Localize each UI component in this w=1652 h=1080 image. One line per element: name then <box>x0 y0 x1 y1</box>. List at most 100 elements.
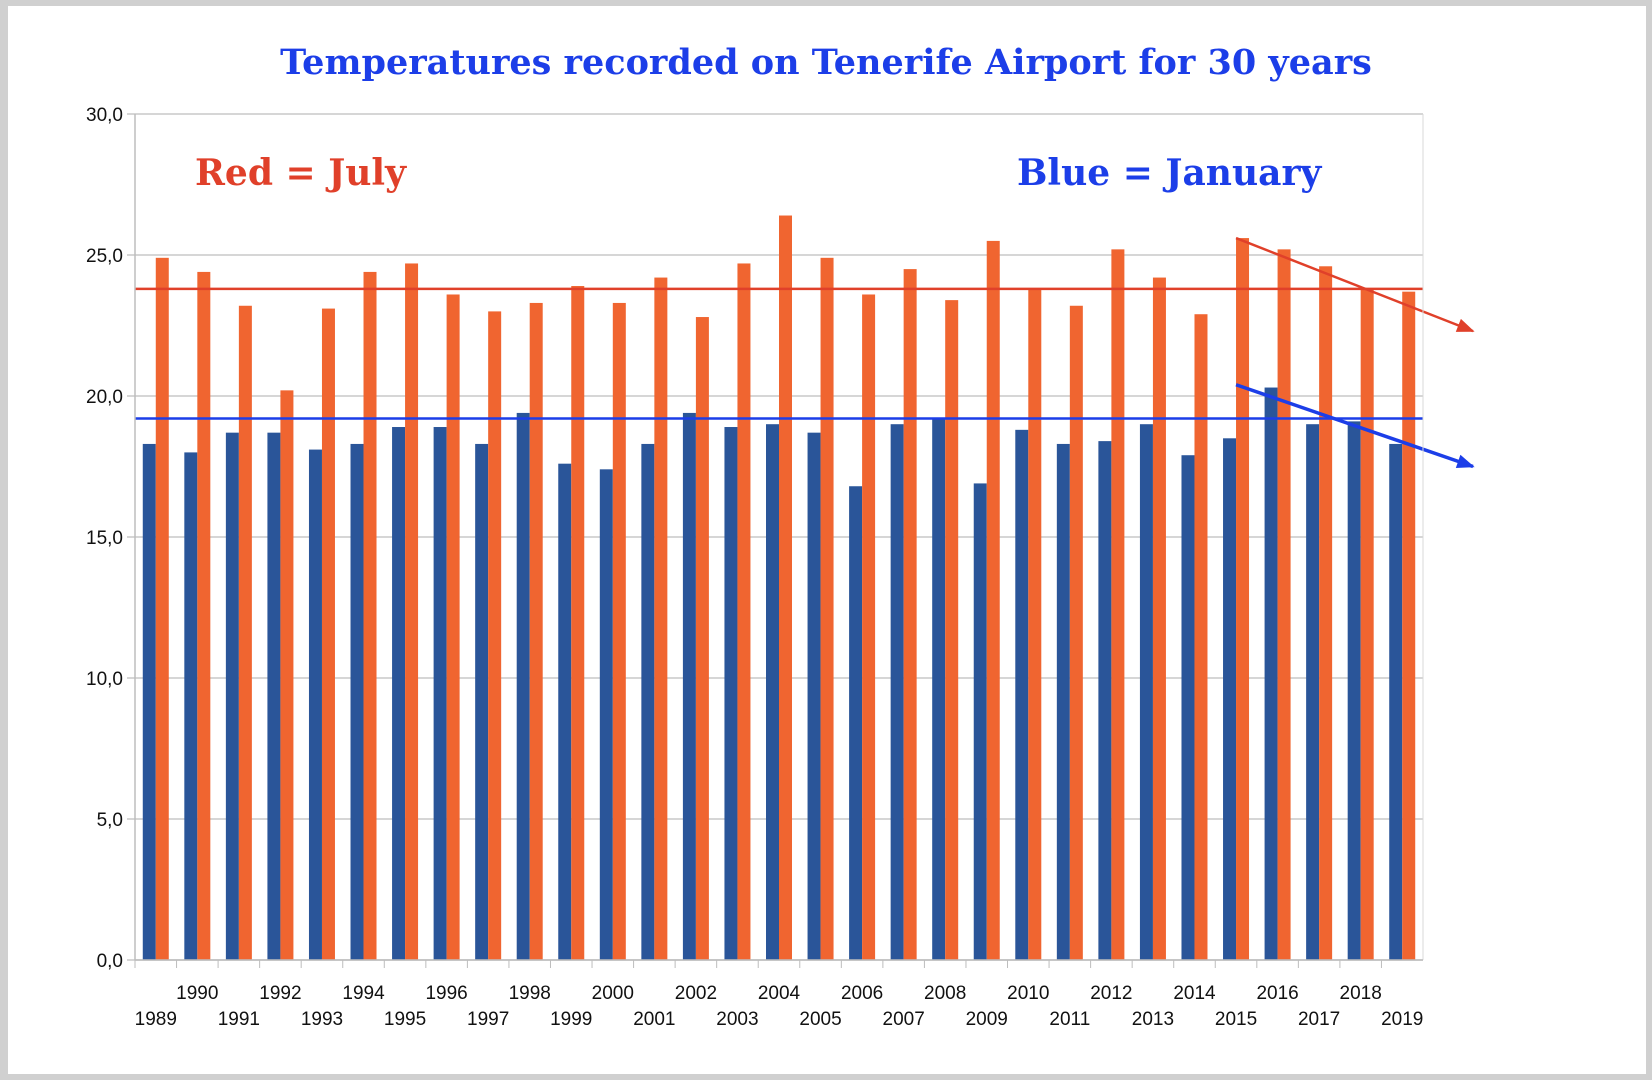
x-tick-label: 1989 <box>135 1009 177 1030</box>
y-tick-label: 30,0 <box>86 105 123 126</box>
bar-january-2013 <box>1139 424 1153 960</box>
x-tick-label: 1991 <box>218 1009 260 1030</box>
bar-july-2007 <box>903 269 917 961</box>
bar-january-2005 <box>807 432 821 960</box>
bar-january-2008 <box>932 418 946 960</box>
bar-january-1992 <box>267 432 281 960</box>
x-tick-label: 2013 <box>1132 1009 1174 1030</box>
x-tick-label: 2008 <box>924 983 966 1004</box>
x-tick-label: 2001 <box>633 1009 675 1030</box>
bar-january-1991 <box>225 432 239 960</box>
bar-january-1993 <box>308 449 322 960</box>
x-tick-label: 2006 <box>841 983 883 1004</box>
bar-january-1998 <box>516 412 530 960</box>
bar-july-2005 <box>820 257 834 960</box>
x-tick-label: 1994 <box>342 983 385 1004</box>
y-tick-label: 5,0 <box>97 810 123 831</box>
x-tick-label: 1996 <box>425 983 467 1004</box>
bar-july-1999 <box>571 286 585 960</box>
bar-january-2006 <box>849 486 863 960</box>
bars <box>142 215 1416 961</box>
x-tick-label: 2012 <box>1090 983 1132 1004</box>
x-tick-label: 2010 <box>1007 983 1049 1004</box>
bar-january-1997 <box>475 443 489 960</box>
y-tick-label: 10,0 <box>86 669 123 690</box>
bar-january-2017 <box>1306 424 1320 960</box>
bar-july-2013 <box>1152 277 1166 960</box>
x-tick-label: 2014 <box>1173 983 1216 1004</box>
x-tick-label: 1998 <box>509 983 551 1004</box>
bar-july-2000 <box>612 302 626 960</box>
x-tick-label: 2005 <box>799 1009 841 1030</box>
bar-july-1994 <box>363 271 377 960</box>
trend-arrow-july <box>1235 236 1475 333</box>
bar-january-2015 <box>1223 438 1237 960</box>
y-tick-label: 20,0 <box>86 387 123 408</box>
x-tick-label: 2011 <box>1049 1009 1090 1030</box>
bar-january-2014 <box>1181 455 1195 960</box>
bar-july-1990 <box>197 271 211 960</box>
bar-january-1996 <box>433 427 447 960</box>
bar-january-2011 <box>1056 443 1070 960</box>
x-tick-label: 2000 <box>592 983 634 1004</box>
bar-january-2016 <box>1264 387 1278 960</box>
x-tick-label: 2007 <box>883 1009 925 1030</box>
x-tick-label: 2015 <box>1215 1009 1257 1030</box>
mean-lines <box>135 236 1475 469</box>
bar-july-1989 <box>155 257 169 960</box>
bar-july-2008 <box>945 300 959 960</box>
x-tick-label: 2018 <box>1340 983 1382 1004</box>
x-tick-label: 1999 <box>550 1009 592 1030</box>
bar-july-2016 <box>1277 249 1291 961</box>
bar-july-1991 <box>238 305 252 960</box>
y-tick-label: 25,0 <box>86 246 123 267</box>
x-tick-label: 2017 <box>1298 1009 1340 1030</box>
y-tick-label: 15,0 <box>86 528 123 549</box>
bar-july-1995 <box>405 263 419 961</box>
bar-january-2004 <box>766 424 779 960</box>
x-tick-label: 2009 <box>966 1009 1008 1030</box>
bar-january-2002 <box>682 412 696 960</box>
bar-january-2007 <box>890 424 904 960</box>
x-tick-label: 1995 <box>384 1009 426 1030</box>
chart-title: Temperatures recorded on Tenerife Airpor… <box>280 42 1372 83</box>
bar-january-2012 <box>1098 441 1112 960</box>
bar-january-2000 <box>599 469 613 960</box>
bar-july-2001 <box>654 277 668 960</box>
bar-july-2017 <box>1319 266 1333 960</box>
x-tick-label: 1990 <box>176 983 218 1004</box>
bar-january-2010 <box>1015 429 1029 961</box>
x-tick-label: 2019 <box>1381 1009 1423 1030</box>
x-tick-label: 2004 <box>758 983 801 1004</box>
bar-july-1992 <box>280 390 294 960</box>
bar-january-1990 <box>184 452 198 960</box>
x-tick-label: 1993 <box>301 1009 343 1030</box>
legend-july: Red = July <box>195 152 407 194</box>
x-tick-label: 1992 <box>259 983 301 1004</box>
x-tick-label: 2003 <box>716 1009 758 1030</box>
bar-january-2018 <box>1347 421 1361 960</box>
x-tick-label: 2002 <box>675 983 717 1004</box>
bar-january-1994 <box>350 443 364 960</box>
x-tick-label: 2016 <box>1256 983 1298 1004</box>
x-tick-label: 1997 <box>467 1009 509 1030</box>
legend-january: Blue = January <box>1017 152 1322 194</box>
bar-july-2003 <box>737 263 751 961</box>
bar-january-2003 <box>724 427 738 960</box>
bar-july-2018 <box>1360 288 1374 961</box>
trend-arrow-january <box>1235 383 1475 469</box>
bar-july-2015 <box>1236 238 1250 960</box>
bar-july-2009 <box>986 240 1000 960</box>
bar-july-2006 <box>862 294 876 961</box>
bar-july-2002 <box>695 317 709 960</box>
bar-july-1993 <box>321 308 335 961</box>
bar-july-1998 <box>529 302 543 960</box>
y-tick-label: 0,0 <box>97 951 123 972</box>
bar-january-1989 <box>142 443 156 960</box>
bar-july-1996 <box>446 294 460 961</box>
bar-january-2019 <box>1389 443 1403 960</box>
bar-july-2011 <box>1069 305 1083 960</box>
bar-january-1995 <box>392 427 406 960</box>
